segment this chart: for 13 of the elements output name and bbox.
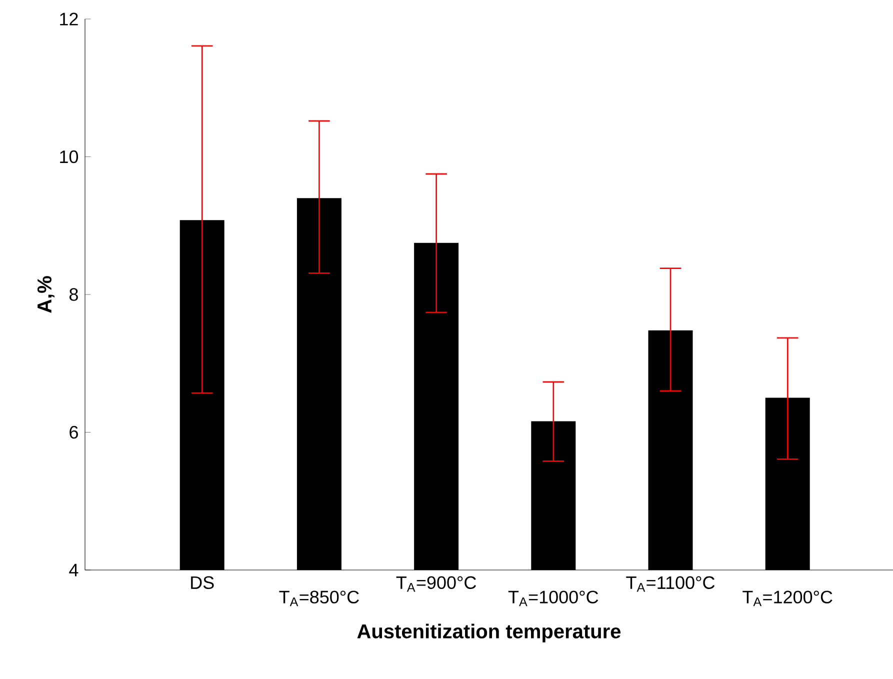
x-axis-title: Austenitization temperature: [357, 624, 621, 642]
y-tick-label: 8: [70, 288, 78, 301]
x-tick-label: DS: [191, 576, 214, 589]
y-tick-label: 4: [69, 564, 78, 576]
x-tick-label: T$_{A}$=1100°C: [626, 576, 715, 592]
y-axis-title: A,%: [37, 276, 54, 313]
x-tick-label: T$_{A}$=1200°C: [742, 590, 832, 606]
x-tick-label: T$_{A}$=850°C: [279, 590, 359, 606]
y-tick-label: 12: [60, 12, 78, 26]
y-tick-label: 10: [60, 150, 78, 164]
x-tick-label: T$_{A}$=1000°C: [508, 590, 598, 606]
y-tick-label: 6: [70, 426, 78, 439]
x-tick-label: T$_{A}$=900°C: [396, 576, 476, 592]
